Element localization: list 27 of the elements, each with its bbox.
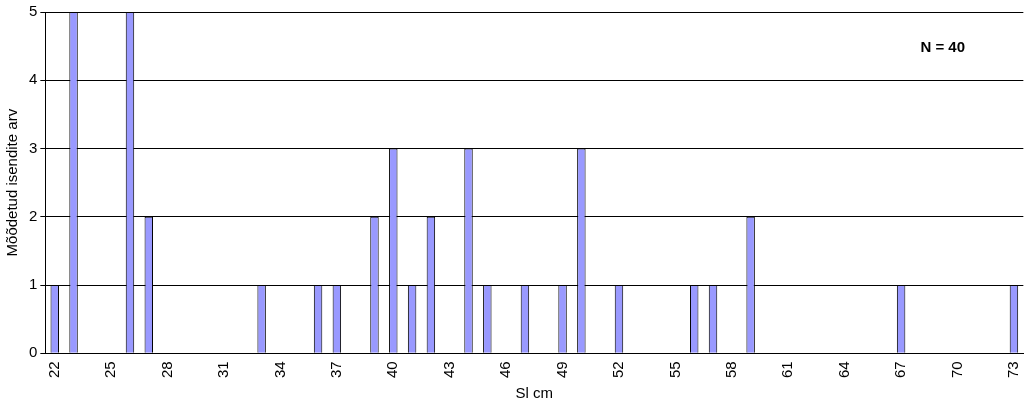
y-tick-label: 3 (29, 138, 38, 156)
y-tick-label: 5 (29, 2, 38, 20)
x-tick-label: 43 (439, 361, 457, 378)
x-tick-label: 46 (496, 361, 514, 378)
x-tick-label: 58 (721, 361, 739, 378)
x-tick-label: 31 (214, 361, 232, 378)
y-tick-label: 1 (29, 275, 38, 293)
x-tick-label: 73 (1004, 361, 1022, 378)
x-tick-label: 40 (383, 361, 401, 378)
y-tick-label: 4 (29, 70, 38, 88)
x-tick-label: 52 (609, 361, 627, 378)
x-tick-label: 55 (665, 361, 683, 378)
x-tick-label: 25 (101, 361, 119, 378)
x-tick-label: 67 (891, 361, 909, 378)
y-axis-title: Mõõdetud isendite arv (3, 108, 21, 257)
x-axis-title: Sl cm (515, 384, 554, 402)
x-tick-label: 28 (157, 361, 175, 378)
x-tick-label: 70 (947, 361, 965, 378)
annotation: N = 40 (920, 38, 965, 55)
x-tick-label: 49 (552, 361, 570, 378)
x-tick-label: 22 (44, 361, 62, 378)
x-tick-label: 37 (327, 361, 344, 378)
x-tick-label: 61 (778, 361, 796, 378)
x-tick-label: 34 (270, 361, 288, 378)
x-tick-label: 64 (834, 361, 852, 378)
y-tick-label: 0 (29, 343, 38, 361)
y-tick-label: 2 (29, 206, 38, 224)
